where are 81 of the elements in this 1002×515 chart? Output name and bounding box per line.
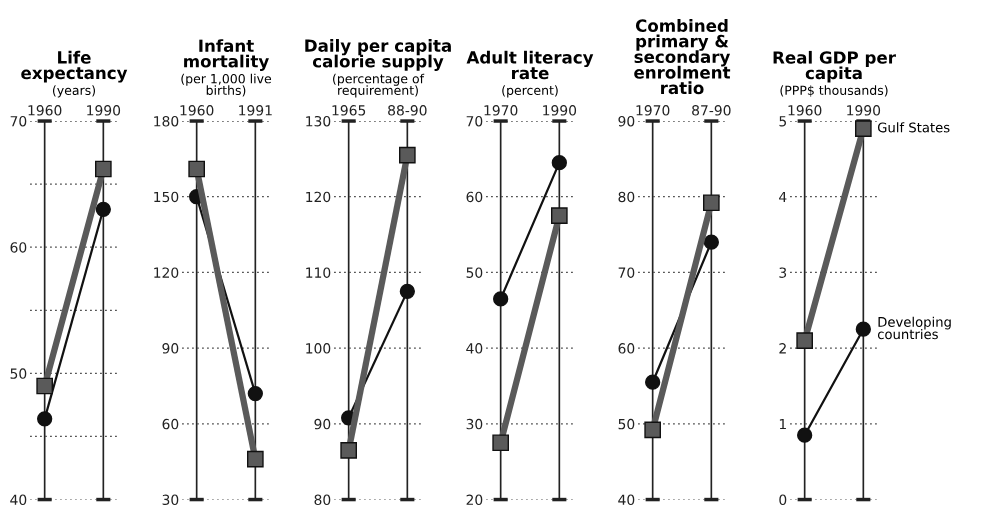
point xyxy=(398,146,416,164)
chart-title: Infant mortality xyxy=(184,39,269,71)
y-tick-label: 50 xyxy=(466,267,483,278)
y-tick-label: 80 xyxy=(618,191,635,203)
chart-subtitle: (PPP$ thousands) xyxy=(780,85,888,97)
chart-subtitle: (percentage of requirement) xyxy=(333,73,425,98)
x-tick-label: 87-90 xyxy=(692,105,731,116)
y-tick-label: 60 xyxy=(10,242,27,253)
y-tick-label: 80 xyxy=(314,494,331,506)
x-tick-label: 1990 xyxy=(847,105,881,116)
point xyxy=(854,120,872,137)
point xyxy=(855,321,871,337)
point xyxy=(797,427,813,443)
chart-subtitle: (percent) xyxy=(502,85,558,98)
point xyxy=(340,442,358,459)
y-tick-label: 120 xyxy=(306,191,331,203)
y-tick-label: 20 xyxy=(466,494,483,506)
point xyxy=(188,160,206,178)
y-tick-label: 110 xyxy=(306,267,331,278)
x-tick-label: 1970 xyxy=(636,105,670,116)
point xyxy=(95,201,111,217)
y-tick-label: 2 xyxy=(779,343,786,354)
y-tick-label: 100 xyxy=(306,343,331,354)
y-tick-label: 90 xyxy=(162,343,179,354)
chart-title: Adult literacy rate xyxy=(466,50,594,80)
y-tick-label: 5 xyxy=(779,116,787,127)
point xyxy=(645,374,661,390)
y-tick-label: 130 xyxy=(306,115,331,127)
y-tick-label: 40 xyxy=(618,494,635,506)
y-tick-label: 30 xyxy=(162,494,179,506)
chart-subtitle: (per 1,000 live births) xyxy=(181,73,272,97)
series-label: Developing countries xyxy=(877,316,951,340)
point xyxy=(644,421,662,439)
y-tick-label: 4 xyxy=(779,191,787,203)
y-tick-label: 180 xyxy=(154,115,179,127)
point xyxy=(246,450,264,468)
y-tick-label: 50 xyxy=(10,368,27,379)
chart-subtitle: (years) xyxy=(53,85,95,98)
chart-title: Real GDP per capita xyxy=(773,50,896,83)
x-tick-label: 1960 xyxy=(788,105,822,116)
point xyxy=(399,283,415,300)
series-label: Gulf States xyxy=(877,122,950,133)
chart-title: Daily per capita calorie supply xyxy=(305,39,451,71)
point xyxy=(703,234,719,250)
y-tick-label: 90 xyxy=(314,418,331,430)
y-tick-label: 70 xyxy=(466,115,483,127)
y-tick-label: 60 xyxy=(162,418,179,430)
x-tick-label: 1990 xyxy=(543,105,577,116)
y-tick-label: 50 xyxy=(618,418,635,430)
y-tick-label: 120 xyxy=(154,267,179,278)
x-tick-label: 88-90 xyxy=(388,105,427,116)
point xyxy=(492,434,510,452)
point xyxy=(94,160,112,178)
y-tick-label: 3 xyxy=(779,267,787,278)
y-tick-label: 60 xyxy=(618,343,635,354)
chart-title: Combined primary & secondary enrolment ratio xyxy=(634,19,731,95)
point xyxy=(37,411,53,427)
point xyxy=(796,332,814,349)
x-tick-label: 1990 xyxy=(87,105,121,116)
point xyxy=(493,291,509,307)
x-tick-label: 1960 xyxy=(180,105,214,116)
y-tick-label: 30 xyxy=(466,418,483,430)
chart-title: Life expectancy xyxy=(21,50,128,83)
y-tick-label: 0 xyxy=(779,494,787,506)
y-tick-label: 70 xyxy=(618,267,635,278)
point xyxy=(247,385,263,402)
y-tick-label: 60 xyxy=(466,191,483,203)
y-tick-label: 70 xyxy=(10,115,27,127)
point xyxy=(551,155,567,171)
y-tick-label: 150 xyxy=(154,191,179,203)
point xyxy=(36,377,54,395)
x-tick-label: 1991 xyxy=(239,105,272,116)
x-tick-label: 1970 xyxy=(484,105,518,116)
point xyxy=(702,194,720,212)
y-tick-label: 40 xyxy=(10,494,27,506)
x-tick-label: 1965 xyxy=(332,105,366,116)
y-tick-label: 1 xyxy=(779,419,786,430)
point xyxy=(550,207,568,224)
y-tick-label: 40 xyxy=(466,343,483,354)
y-tick-label: 90 xyxy=(618,115,635,127)
x-tick-label: 1960 xyxy=(28,105,62,116)
